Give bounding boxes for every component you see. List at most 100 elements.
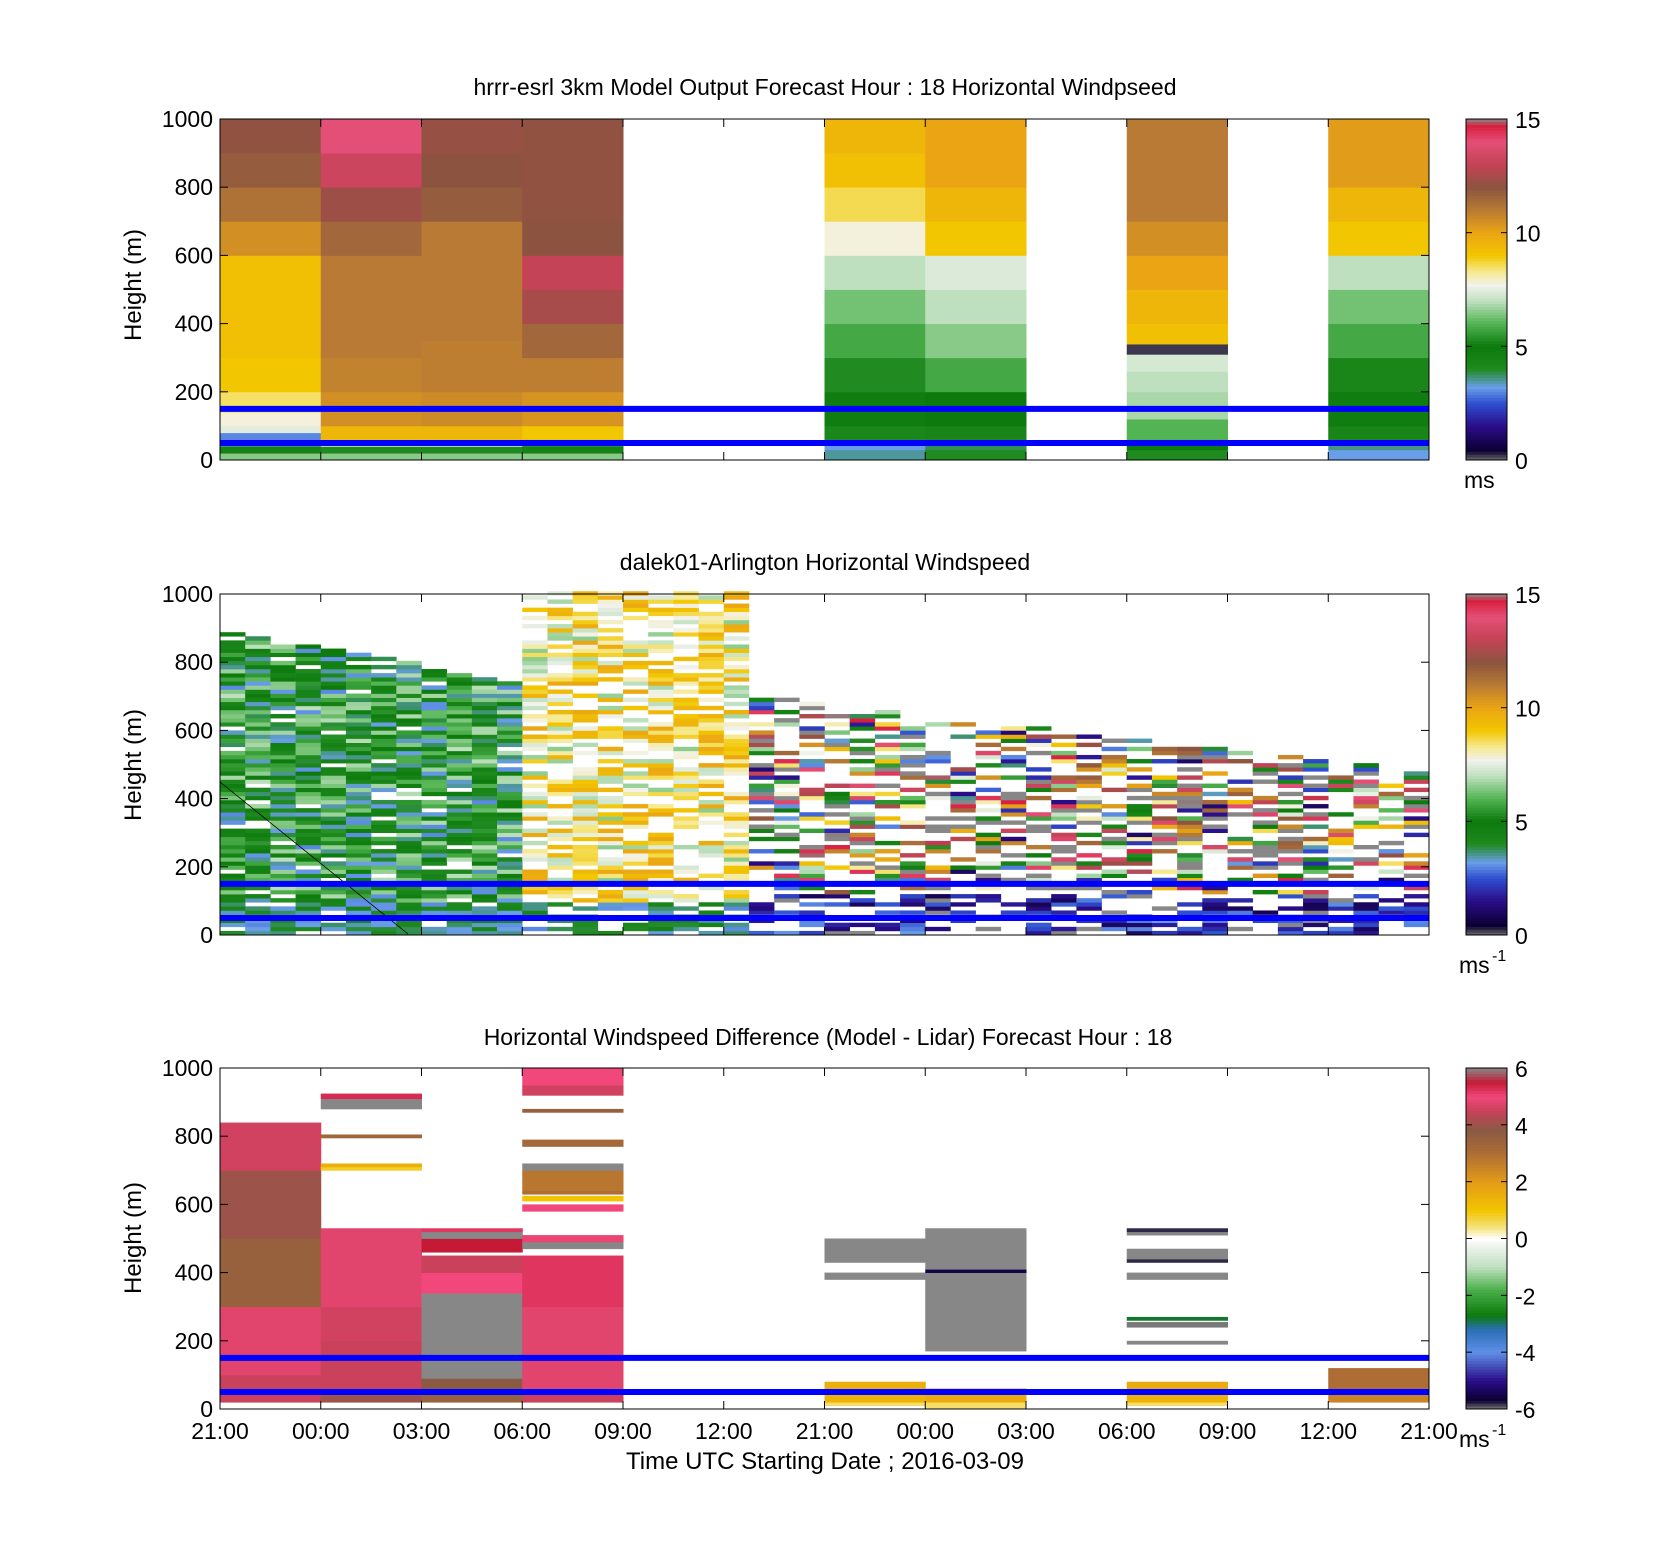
colorbar-cell [1466,1255,1507,1259]
heatmap-cell [623,771,649,776]
heatmap-cell [220,1374,322,1403]
heatmap-cell [900,930,926,936]
heatmap-cell [396,660,422,666]
heatmap-cell [572,652,599,658]
heatmap-cell [572,742,599,748]
heatmap-cell [295,877,322,883]
heatmap-cell [295,816,322,821]
heatmap-cell [950,791,976,797]
heatmap-cell [220,119,322,154]
heatmap-cell [900,922,926,928]
heatmap-cell [1101,873,1128,879]
heatmap-cell [698,812,725,817]
heatmap-cell [698,922,725,928]
colorbar-cell [1466,1164,1507,1168]
heatmap-cell [1328,836,1354,842]
heatmap-cell [421,1238,523,1253]
heatmap-cell [748,742,775,748]
heatmap-cell [1101,869,1128,874]
heatmap-cell [1101,738,1128,743]
heatmap-cell [748,750,775,756]
heatmap-cell [748,709,775,715]
colorbar-cell [1466,1292,1507,1296]
heatmap-cell [1151,877,1178,883]
heatmap-cell [547,681,573,686]
colorbar-cell [1466,770,1507,774]
heatmap-cell [849,759,876,764]
colorbar-cell [1466,835,1507,839]
heatmap-cell [748,902,775,907]
heatmap-cell [648,677,674,682]
heatmap-cell [320,734,347,739]
heatmap-cell [1126,1228,1228,1233]
heatmap-cell [648,660,674,666]
heatmap-cell [522,799,548,805]
colorbar-cell [1466,417,1507,421]
heatmap-cell [975,898,1002,903]
heatmap-cell [572,828,599,833]
heatmap-cell [1051,775,1077,780]
heatmap-cell [623,873,649,879]
heatmap-cell [597,832,624,838]
colorbar-cell [1466,329,1507,333]
heatmap-cell [295,652,322,658]
heatmap-cell [723,689,750,694]
heatmap-cell [723,849,750,854]
heatmap-cell [396,873,422,879]
heatmap-cell [471,869,498,874]
colorbar-cell [1466,1372,1507,1376]
heatmap-cell [572,877,599,883]
heatmap-cell [673,697,699,703]
heatmap-cell [270,865,296,870]
heatmap-cell [623,853,649,858]
heatmap-cell [497,799,523,805]
heatmap-cell [446,685,473,690]
heatmap-cell [572,718,599,723]
heatmap-cell [345,763,372,768]
heatmap-cell [547,832,573,838]
heatmap-cell [320,722,347,727]
heatmap-cell [975,873,1002,879]
heatmap-cell [1026,734,1052,739]
colorbar-cell [1466,280,1507,285]
colorbar-cell [1466,846,1507,851]
heatmap-cell [975,795,1002,801]
heatmap-cell [1076,799,1102,805]
heatmap-cell [950,910,976,915]
heatmap-cell [371,861,397,866]
heatmap-cell [623,640,649,645]
heatmap-cell [648,611,674,617]
heatmap-cell [547,730,573,735]
colorbar-cell [1466,716,1507,720]
heatmap-cell [572,673,599,678]
heatmap-cell [1026,885,1052,891]
colorbar-cell [1466,221,1507,225]
colorbar-cell [1466,1235,1507,1239]
heatmap-cell [421,1272,523,1294]
colorbar-cell [1466,696,1507,700]
colorbar-cell [1466,1073,1507,1077]
heatmap-cell [1151,906,1178,911]
heatmap-cell [597,787,624,793]
heatmap-cell [320,754,347,760]
heatmap-cell [471,840,498,846]
heatmap-cell [371,754,397,760]
colorbar-cell [1466,343,1507,347]
heatmap-cell [648,844,674,850]
heatmap-cell [950,734,976,739]
heatmap-cell [1202,750,1228,756]
colorbar-cell [1466,1124,1507,1129]
heatmap-cell [1026,795,1052,801]
heatmap-cell [320,453,422,461]
heatmap-cell [1202,808,1228,813]
heatmap-cell [1076,898,1102,903]
heatmap-cell [1026,738,1052,743]
heatmap-cell [925,902,951,907]
heatmap-cell [1378,808,1405,813]
y-tick-label: 1000 [162,106,213,132]
heatmap-cell [497,705,523,711]
heatmap-cell [748,824,775,829]
heatmap-cell [320,738,347,743]
heatmap-cell [1151,746,1178,752]
heatmap-cell [849,722,876,727]
